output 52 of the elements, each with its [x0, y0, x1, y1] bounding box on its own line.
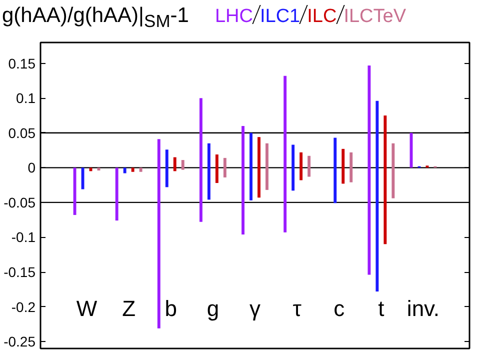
- y-tick-label: 0.05: [8, 124, 36, 141]
- bar: [115, 168, 118, 221]
- bar: [300, 152, 303, 180]
- x-tick-label: b: [164, 296, 178, 322]
- bar: [376, 100, 379, 292]
- bar: [242, 126, 244, 234]
- bar: [250, 132, 252, 200]
- bar: [258, 137, 260, 198]
- bar: [181, 160, 184, 170]
- x-tick-label: inv.: [406, 296, 440, 322]
- bar: [223, 158, 226, 178]
- bar: [165, 150, 168, 188]
- y-tick-label: -0.2: [11, 298, 36, 315]
- y-tick-label: -0.1: [11, 229, 36, 246]
- y-tick-label: -0.05: [4, 194, 36, 210]
- bar: [157, 139, 160, 328]
- bar: [342, 148, 345, 184]
- text: ILC: [307, 6, 337, 27]
- bar: [131, 168, 134, 172]
- y-tick-label: 0.1: [16, 90, 36, 106]
- text: ILCTeV: [344, 6, 406, 27]
- bar: [308, 156, 311, 177]
- y-tick-label: 0.15: [8, 55, 36, 72]
- y-tick-label: -0.25: [4, 334, 36, 350]
- bar: [392, 143, 395, 198]
- x-tick-label: γ: [250, 296, 260, 322]
- y-tick-label: -0.15: [4, 264, 36, 280]
- bar: [266, 143, 268, 190]
- bar: [123, 168, 126, 174]
- bar: [350, 152, 353, 182]
- bar: [73, 168, 76, 215]
- x-tick-label: τ: [292, 296, 302, 322]
- y-tick-label: 0: [28, 160, 36, 176]
- text: ILC1: [260, 6, 300, 27]
- bar: [334, 138, 337, 204]
- bar: [173, 157, 176, 172]
- bar: [207, 143, 210, 200]
- bar: [215, 154, 218, 183]
- x-tick-label: Z: [122, 296, 136, 322]
- x-tick-label: c: [334, 296, 345, 322]
- bar: [384, 116, 387, 244]
- bar: [292, 144, 295, 191]
- chart-title: g(hAA)/g(hAA)|$_{SM}$-1: [2, 4, 189, 32]
- x-tick-label: g: [206, 296, 220, 322]
- x-tick-label: W: [76, 296, 98, 322]
- bar: [97, 168, 100, 170]
- bar: [139, 168, 142, 172]
- bar: [284, 76, 287, 232]
- x-tick-label: t: [378, 296, 384, 322]
- text: LHC: [214, 6, 253, 27]
- bar: [368, 65, 371, 275]
- bar: [199, 98, 202, 222]
